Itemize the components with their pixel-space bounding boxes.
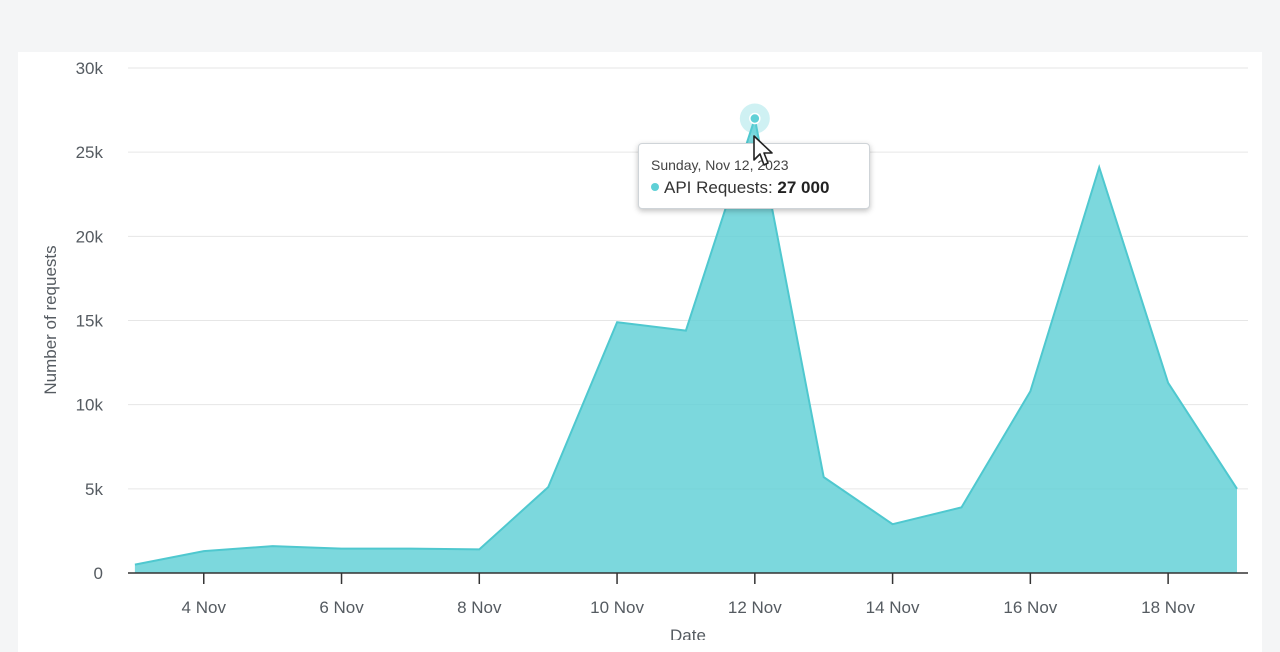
plot-area (134, 118, 1238, 573)
series-area (134, 118, 1238, 573)
series-dot-icon (651, 183, 659, 191)
y-axis-ticks: 0 5k 10k 15k 20k 25k 30k (76, 59, 104, 583)
hover-point (749, 112, 761, 125)
x-tick-label: 14 Nov (866, 598, 920, 617)
x-tick-label: 4 Nov (182, 598, 227, 617)
tooltip-date: Sunday, Nov 12, 2023 (651, 157, 789, 173)
series-line (134, 118, 1238, 566)
y-tick-label: 30k (76, 59, 104, 78)
x-tick-label: 8 Nov (457, 598, 502, 617)
x-tick-label: 12 Nov (728, 598, 782, 617)
hover-marker-group (739, 103, 770, 134)
tooltip-value: 27 000 (777, 178, 830, 197)
x-tick-label: 18 Nov (1141, 598, 1195, 617)
y-tick-label: 5k (85, 480, 103, 499)
y-tick-label: 15k (76, 312, 104, 331)
y-tick-label: 0 (94, 564, 103, 583)
x-axis-ticks: 4 Nov 6 Nov 8 Nov 10 Nov 12 Nov 14 Nov 16 Nov 1… (182, 573, 1196, 617)
y-tick-label: 20k (76, 227, 104, 246)
y-tick-label: 10k (76, 396, 104, 415)
tooltip-row: API Requests: 27 000 (651, 177, 857, 199)
data-tooltip: Sunday, Nov 12, 2023 API Requests: 27 00… (638, 143, 870, 209)
y-tick-label: 25k (76, 143, 104, 162)
mouse-cursor-icon (753, 135, 773, 166)
tooltip-series-label: API Requests: (664, 178, 773, 197)
y-axis-title: Number of requests (41, 245, 60, 394)
x-tick-label: 6 Nov (319, 598, 364, 617)
x-axis-title: Date (670, 626, 706, 640)
x-tick-label: 10 Nov (590, 598, 644, 617)
x-tick-label: 16 Nov (1003, 598, 1057, 617)
